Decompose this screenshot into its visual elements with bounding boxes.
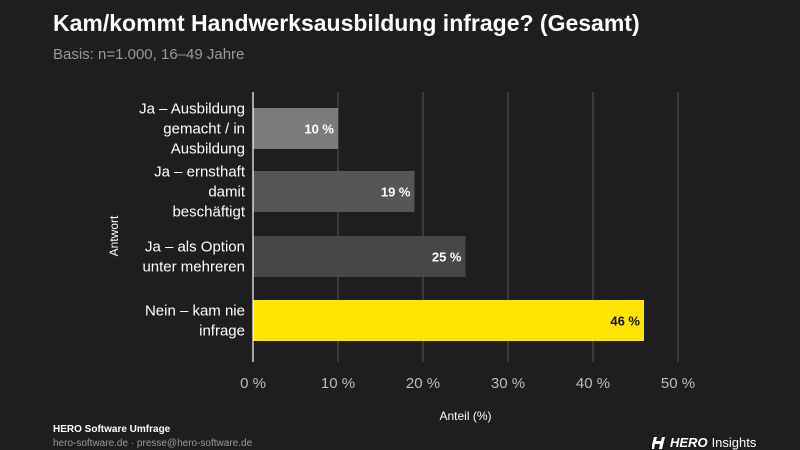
bar-value-label: 25 % xyxy=(432,250,462,265)
category-label: Ja – ernsthaft xyxy=(154,164,246,181)
bar-value-label: 46 % xyxy=(610,314,640,329)
bar-value-label: 19 % xyxy=(381,185,411,200)
category-label: damit xyxy=(208,184,246,201)
x-tick-label: 30 % xyxy=(491,375,525,392)
category-label: infrage xyxy=(199,323,245,340)
chart-subtitle: Basis: n=1.000, 16–49 Jahre xyxy=(53,46,245,63)
bar-value-label: 10 % xyxy=(304,122,334,137)
footer-source: HERO Software Umfrage xyxy=(53,424,171,435)
footer-contact: hero-software.de · presse@hero-software.… xyxy=(53,438,253,449)
x-tick-label: 20 % xyxy=(406,375,440,392)
category-label: beschäftigt xyxy=(172,204,245,221)
logo-brand: HERO xyxy=(670,435,708,450)
x-tick-label: 10 % xyxy=(321,375,355,392)
hero-insights-logo: HERO Insights xyxy=(652,435,756,450)
category-label: Nein – kam nie xyxy=(145,303,245,320)
bar xyxy=(253,171,415,212)
category-label: gemacht / in xyxy=(163,121,245,138)
hero-logo-icon xyxy=(652,436,665,449)
bar xyxy=(253,236,466,277)
bar xyxy=(253,300,644,341)
category-label: Ja – als Option xyxy=(145,239,245,256)
x-tick-label: 50 % xyxy=(661,375,695,392)
x-tick-label: 40 % xyxy=(576,375,610,392)
chart-title: Kam/kommt Handwerksausbildung infrage? (… xyxy=(53,10,640,36)
x-axis-title: Anteil (%) xyxy=(439,409,491,423)
category-label: Ja – Ausbildung xyxy=(139,101,245,118)
y-axis-title: Antwort xyxy=(107,215,121,256)
category-label: unter mehreren xyxy=(142,259,245,276)
logo-suffix: Insights xyxy=(711,435,757,450)
category-label: Ausbildung xyxy=(171,141,245,158)
x-tick-label: 0 % xyxy=(240,375,266,392)
bar xyxy=(253,108,338,149)
